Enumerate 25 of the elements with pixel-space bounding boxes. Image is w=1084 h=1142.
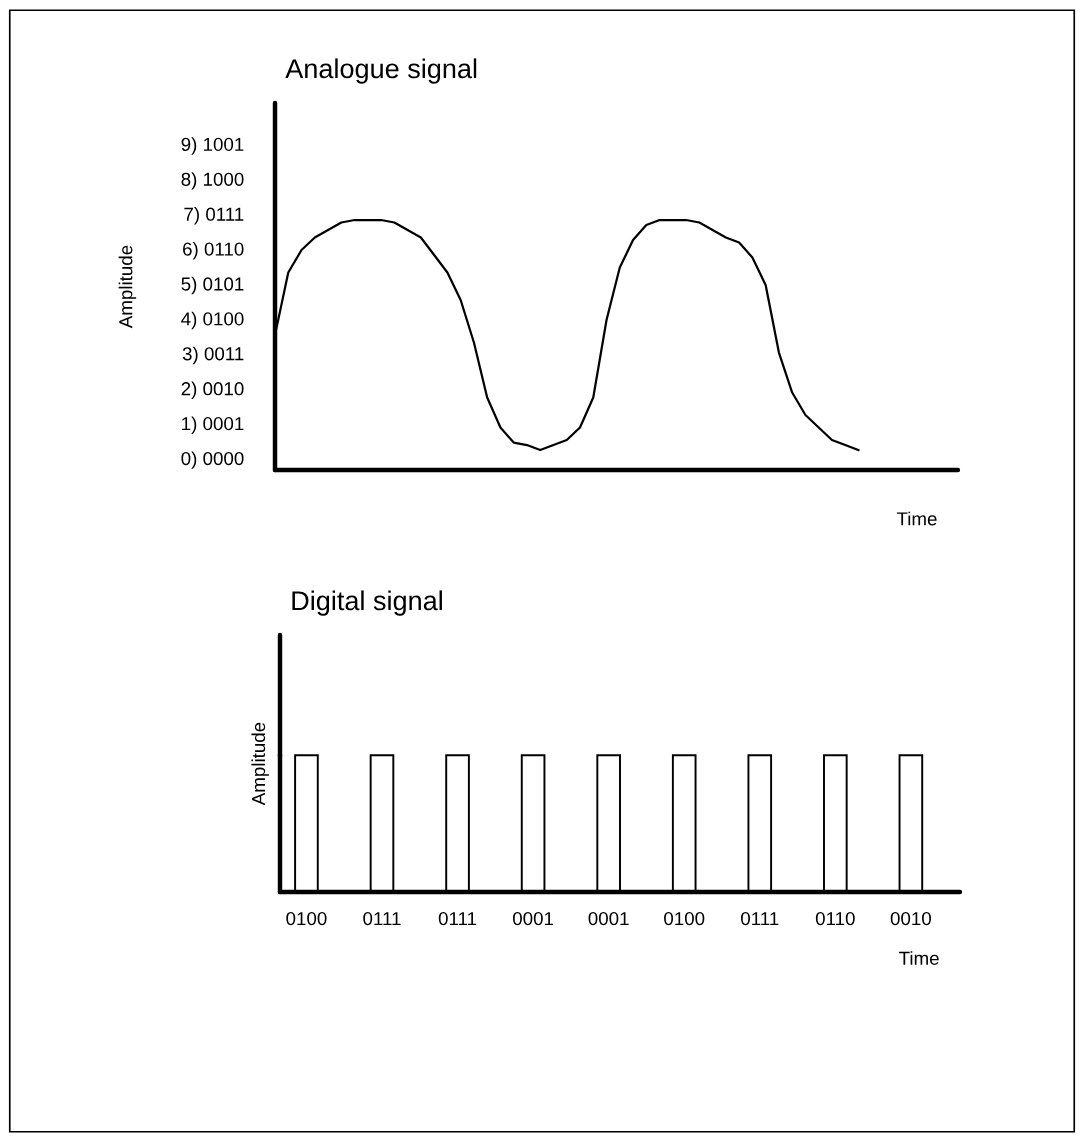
- x-axis-title: Time: [899, 951, 939, 965]
- text: 1) 0001: [182, 416, 244, 434]
- text: 3) 0011: [182, 346, 244, 365]
- text: 0) 0000: [181, 451, 244, 469]
- text: 5) 0101: [181, 276, 244, 295]
- y-axis-title: Amplitude: [251, 722, 269, 806]
- text: 8) 1000: [181, 172, 244, 190]
- x-tick-label: 0001: [512, 911, 554, 926]
- x-tick-label: 0111: [438, 911, 477, 926]
- x-tick-label: 0111: [741, 911, 779, 926]
- x-tick-label: 0100: [664, 911, 705, 926]
- x-tick-label: 0100: [286, 911, 327, 926]
- text: 2) 0010: [181, 381, 244, 400]
- y-axis-title: Amplitude: [118, 245, 137, 329]
- text: 7) 0111: [184, 207, 244, 225]
- x-axis-title: Time: [896, 511, 937, 526]
- x-tick-label: 0111: [363, 911, 401, 926]
- text: 9) 1001: [181, 137, 244, 155]
- chart-title: Analogue signal: [285, 58, 477, 84]
- x-tick-label: 0110: [815, 911, 855, 926]
- x-tick-label: 0001: [588, 911, 629, 926]
- chart-title: Digital signal: [292, 590, 442, 616]
- text: 4) 0100: [181, 311, 244, 330]
- text: 6) 0110: [183, 241, 244, 260]
- x-tick-label: 0010: [890, 911, 931, 926]
